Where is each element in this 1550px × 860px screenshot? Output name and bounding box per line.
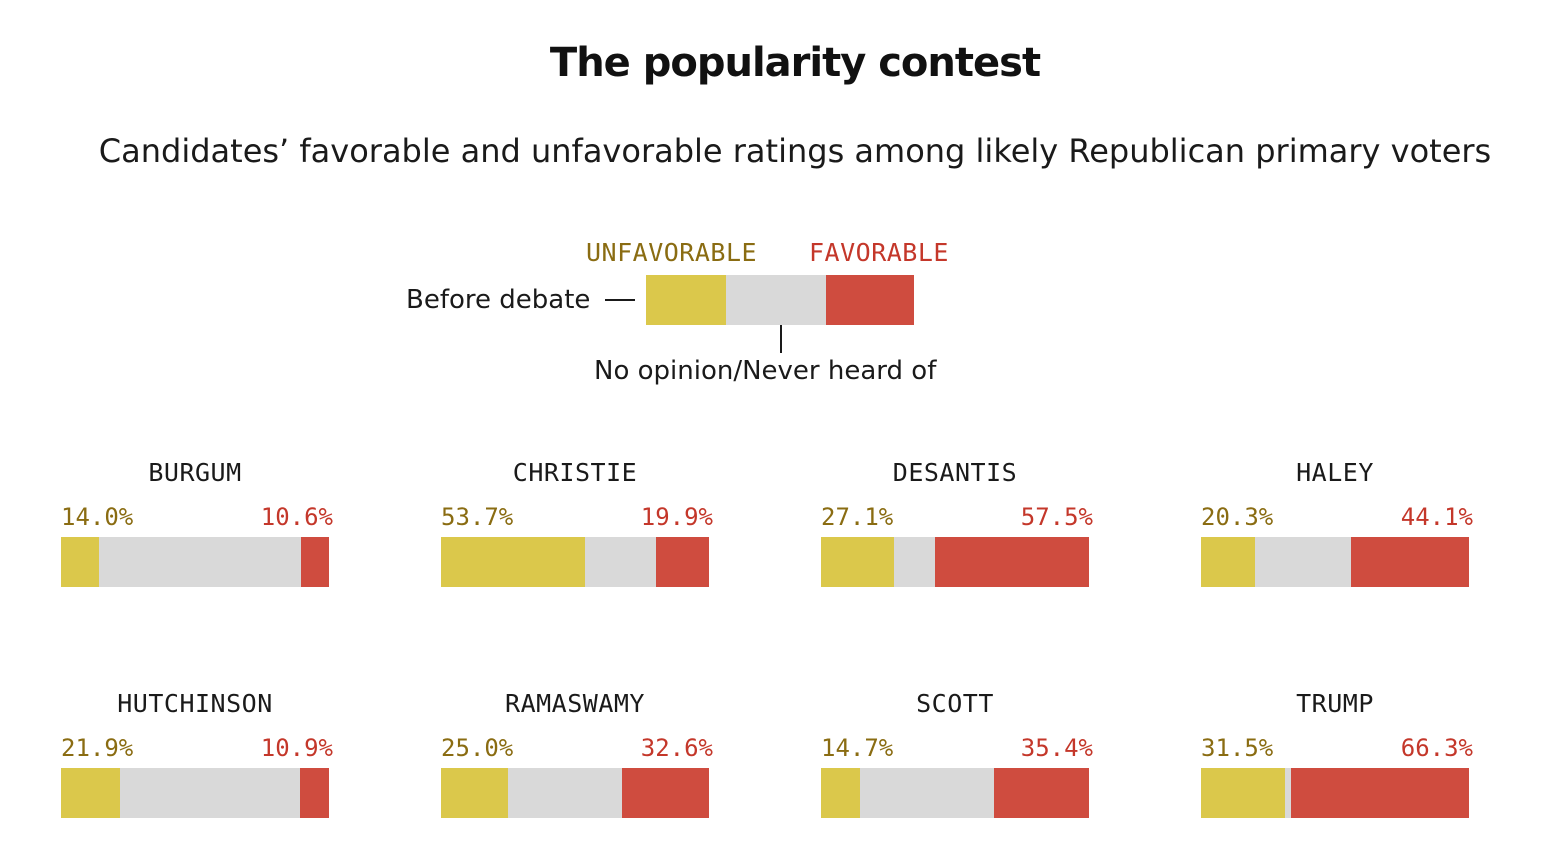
rating-bar-christie — [441, 537, 709, 587]
legend-bar-favorable — [825, 275, 914, 325]
candidate-name-desantis: DESANTIS — [892, 458, 1018, 487]
rating-bar-desantis — [821, 537, 1089, 587]
panel-christie: CHRISTIE 53.7% 19.9% — [441, 458, 713, 598]
favorable-value-ramaswamy: 32.6% — [640, 734, 713, 762]
panel-ramaswamy: RAMASWAMY 25.0% 32.6% — [441, 689, 713, 829]
rating-bar-hutchinson — [61, 768, 329, 818]
rating-bar-scott — [821, 768, 1089, 818]
favorable-value-scott: 35.4% — [1020, 734, 1093, 762]
no-opinion-segment-haley — [1255, 537, 1351, 587]
no-opinion-segment-trump — [1285, 768, 1292, 818]
unfavorable-segment-burgum — [61, 537, 99, 587]
rating-bar-haley — [1201, 537, 1469, 587]
legend-bar — [646, 275, 914, 325]
panel-trump: TRUMP 31.5% 66.3% — [1201, 689, 1473, 829]
candidate-name-christie: CHRISTIE — [512, 458, 638, 487]
unfavorable-segment-christie — [441, 537, 585, 587]
panel-haley: HALEY 20.3% 44.1% — [1201, 458, 1473, 598]
no-opinion-segment-hutchinson — [119, 768, 300, 818]
legend-leader-line — [605, 299, 635, 301]
favorable-value-trump: 66.3% — [1400, 734, 1473, 762]
unfavorable-value-haley: 20.3% — [1201, 503, 1274, 531]
legend-favorable-label: FAVORABLE — [809, 238, 949, 267]
unfavorable-value-desantis: 27.1% — [821, 503, 894, 531]
favorable-segment-trump — [1291, 768, 1469, 818]
no-opinion-segment-ramaswamy — [508, 768, 622, 818]
no-opinion-segment-desantis — [893, 537, 935, 587]
panel-hutchinson: HUTCHINSON 21.9% 10.9% — [61, 689, 333, 829]
favorable-value-christie: 19.9% — [640, 503, 713, 531]
candidate-name-scott: SCOTT — [916, 689, 994, 718]
panel-scott: SCOTT 14.7% 35.4% — [821, 689, 1093, 829]
rating-bar-burgum — [61, 537, 329, 587]
unfavorable-segment-haley — [1201, 537, 1256, 587]
unfavorable-value-burgum: 14.0% — [61, 503, 134, 531]
unfavorable-value-christie: 53.7% — [441, 503, 514, 531]
favorable-segment-burgum — [300, 537, 329, 587]
panel-desantis: DESANTIS 27.1% 57.5% — [821, 458, 1093, 598]
unfavorable-segment-trump — [1201, 768, 1286, 818]
no-opinion-segment-christie — [584, 537, 656, 587]
favorable-segment-christie — [655, 537, 709, 587]
unfavorable-value-scott: 14.7% — [821, 734, 894, 762]
chart-title: The popularity contest — [549, 40, 1041, 86]
favorable-segment-ramaswamy — [621, 768, 709, 818]
favorable-value-desantis: 57.5% — [1020, 503, 1093, 531]
unfavorable-segment-desantis — [821, 537, 894, 587]
legend: UNFAVORABLE FAVORABLE Before debate No o… — [0, 0, 1550, 400]
favorable-segment-hutchinson — [299, 768, 329, 818]
favorable-value-haley: 44.1% — [1400, 503, 1473, 531]
favorable-segment-desantis — [934, 537, 1089, 587]
legend-no-opinion-tick — [780, 325, 782, 353]
unfavorable-segment-ramaswamy — [441, 768, 508, 818]
rating-bar-trump — [1201, 768, 1469, 818]
candidate-name-trump: TRUMP — [1296, 689, 1374, 718]
legend-before-debate-label: Before debate — [406, 285, 591, 315]
favorable-segment-scott — [994, 768, 1089, 818]
unfavorable-segment-scott — [821, 768, 861, 818]
rating-bar-ramaswamy — [441, 768, 709, 818]
no-opinion-segment-burgum — [98, 537, 301, 587]
chart-subtitle: Candidates’ favorable and unfavorable ra… — [98, 132, 1492, 170]
candidate-name-haley: HALEY — [1296, 458, 1374, 487]
legend-bar-no-opinion — [726, 275, 826, 325]
candidate-name-hutchinson: HUTCHINSON — [117, 689, 273, 718]
panel-burgum: BURGUM 14.0% 10.6% — [61, 458, 333, 598]
candidate-name-burgum: BURGUM — [148, 458, 242, 487]
unfavorable-value-hutchinson: 21.9% — [61, 734, 134, 762]
unfavorable-value-trump: 31.5% — [1201, 734, 1274, 762]
candidate-name-ramaswamy: RAMASWAMY — [505, 689, 645, 718]
legend-no-opinion-label: No opinion/Never heard of — [594, 356, 937, 386]
no-opinion-segment-scott — [860, 768, 995, 818]
favorable-segment-haley — [1350, 537, 1469, 587]
favorable-value-hutchinson: 10.9% — [260, 734, 333, 762]
unfavorable-value-ramaswamy: 25.0% — [441, 734, 514, 762]
legend-unfavorable-label: UNFAVORABLE — [586, 238, 758, 267]
unfavorable-segment-hutchinson — [61, 768, 120, 818]
favorable-value-burgum: 10.6% — [260, 503, 333, 531]
legend-bar-unfavorable — [646, 275, 727, 325]
